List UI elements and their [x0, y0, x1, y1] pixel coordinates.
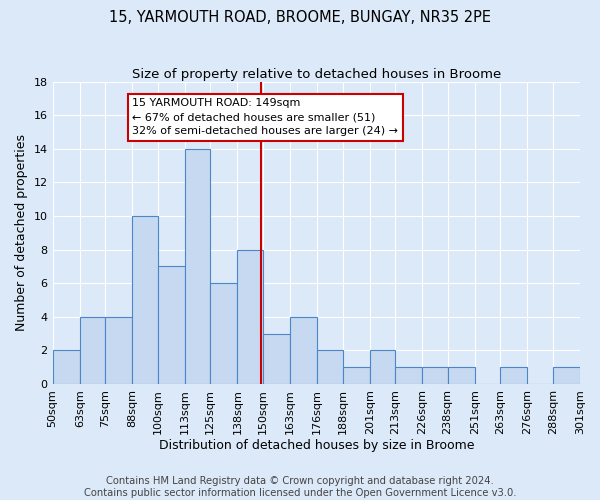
Text: 15, YARMOUTH ROAD, BROOME, BUNGAY, NR35 2PE: 15, YARMOUTH ROAD, BROOME, BUNGAY, NR35 … [109, 10, 491, 25]
Bar [210, 283, 238, 384]
Bar [185, 149, 210, 384]
Y-axis label: Number of detached properties: Number of detached properties [15, 134, 28, 332]
Bar [290, 317, 317, 384]
Text: 15 YARMOUTH ROAD: 149sqm
← 67% of detached houses are smaller (51)
32% of semi-d: 15 YARMOUTH ROAD: 149sqm ← 67% of detach… [133, 98, 398, 136]
Bar [553, 367, 580, 384]
Bar [263, 334, 290, 384]
Bar [317, 350, 343, 384]
Title: Size of property relative to detached houses in Broome: Size of property relative to detached ho… [131, 68, 501, 80]
Bar [53, 350, 80, 384]
Bar [500, 367, 527, 384]
X-axis label: Distribution of detached houses by size in Broome: Distribution of detached houses by size … [158, 440, 474, 452]
Bar [395, 367, 422, 384]
Bar [343, 367, 370, 384]
Bar [448, 367, 475, 384]
Bar [133, 216, 158, 384]
Bar [158, 266, 185, 384]
Bar [238, 250, 263, 384]
Bar [80, 317, 105, 384]
Text: Contains HM Land Registry data © Crown copyright and database right 2024.
Contai: Contains HM Land Registry data © Crown c… [84, 476, 516, 498]
Bar [105, 317, 133, 384]
Bar [370, 350, 395, 384]
Bar [422, 367, 448, 384]
